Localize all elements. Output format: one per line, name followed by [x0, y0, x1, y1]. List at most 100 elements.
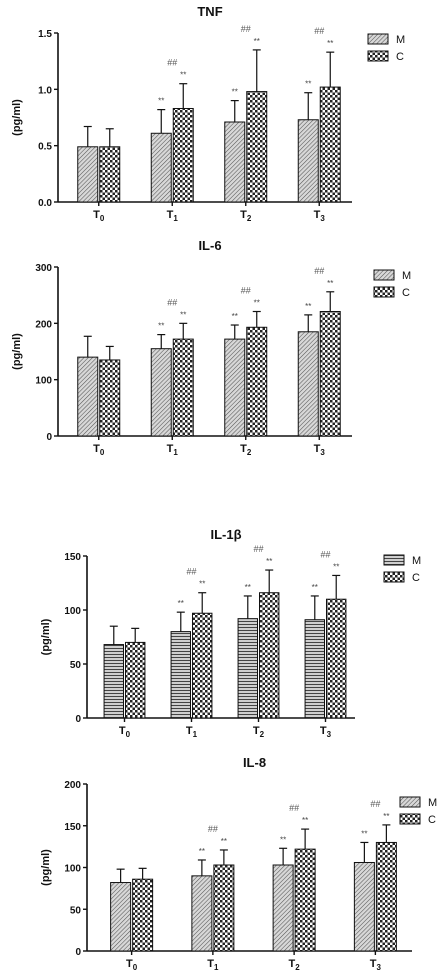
- y-tick-label: 100: [64, 606, 81, 617]
- x-tick-label: T2: [240, 209, 252, 223]
- bar-m: [150, 132, 172, 203]
- x-tick-label: T1: [167, 443, 179, 457]
- bar-c: [99, 359, 121, 437]
- bar-m: [224, 338, 246, 437]
- group-significance-marker: ##: [289, 803, 299, 813]
- bar-c: [246, 326, 268, 437]
- y-tick-label: 300: [35, 263, 52, 274]
- significance-marker: **: [305, 80, 311, 89]
- significance-marker: **: [280, 835, 286, 844]
- bar-m: [224, 121, 246, 203]
- chart-title: IL-1β: [210, 527, 241, 542]
- significance-marker: **: [254, 299, 260, 308]
- bar-m: [110, 882, 132, 952]
- chart-title: IL-8: [243, 755, 266, 770]
- y-tick-label: 1.5: [38, 29, 52, 40]
- x-tick-subscript: 2: [260, 730, 265, 739]
- y-tick-label: 50: [70, 905, 82, 916]
- x-tick-label: T2: [289, 958, 301, 972]
- bar-m: [191, 875, 213, 952]
- bar-c: [319, 311, 341, 437]
- y-tick-label: 0: [75, 947, 81, 958]
- x-tick-subscript: 0: [133, 963, 138, 972]
- bar-c: [319, 86, 341, 203]
- bar-m: [77, 146, 99, 203]
- significance-marker: **: [180, 71, 186, 80]
- legend-swatch-m: [373, 269, 395, 281]
- bar-c: [132, 878, 154, 952]
- y-tick-label: 200: [35, 319, 52, 330]
- significance-marker: **: [199, 580, 205, 589]
- x-tick-label: T3: [320, 725, 332, 739]
- x-tick-subscript: 0: [100, 448, 105, 457]
- bar-m: [170, 631, 192, 719]
- significance-marker: **: [199, 847, 205, 856]
- legend-label-c: C: [428, 814, 436, 826]
- bar-m: [353, 861, 375, 952]
- bar-m: [237, 618, 259, 719]
- y-axis-label: (pg/ml): [40, 849, 52, 886]
- bar-c: [213, 864, 235, 952]
- group-significance-marker: ##: [241, 24, 251, 34]
- x-tick-subscript: 1: [214, 963, 219, 972]
- group-significance-marker: ##: [167, 58, 177, 68]
- bar-c: [259, 592, 280, 719]
- x-tick-label: T3: [370, 958, 382, 972]
- group-significance-marker: ##: [320, 549, 330, 559]
- y-tick-label: 0: [46, 432, 52, 443]
- legend-swatch-m: [367, 33, 389, 45]
- legend-swatch-c: [399, 813, 421, 825]
- significance-marker: **: [327, 279, 333, 288]
- legend-swatch-c: [367, 50, 389, 62]
- group-significance-marker: ##: [253, 544, 263, 554]
- y-tick-label: 150: [64, 552, 81, 563]
- bar-c: [172, 338, 194, 437]
- bar-c: [294, 848, 316, 952]
- x-tick-label: T0: [93, 443, 105, 457]
- y-tick-label: 100: [35, 376, 52, 387]
- y-tick-label: 0: [75, 714, 81, 725]
- significance-marker: **: [180, 310, 186, 319]
- group-significance-marker: ##: [314, 266, 324, 276]
- significance-marker: **: [333, 562, 339, 571]
- significance-marker: **: [254, 37, 260, 46]
- significance-marker: **: [232, 88, 238, 97]
- x-tick-label: T3: [314, 443, 326, 457]
- legend-swatch-m: [399, 796, 421, 808]
- chart-title: IL-6: [198, 238, 221, 253]
- y-axis-label: (pg/ml): [11, 99, 23, 136]
- legend-label-c: C: [412, 572, 420, 584]
- significance-marker: **: [158, 97, 164, 106]
- bar-c: [326, 598, 347, 719]
- bar-c: [192, 612, 213, 719]
- chart-title: TNF: [197, 4, 222, 19]
- x-tick-label: T2: [240, 443, 252, 457]
- significance-marker: **: [327, 39, 333, 48]
- legend-swatch-m: [383, 554, 405, 566]
- x-tick-subscript: 2: [295, 963, 300, 972]
- legend-label-m: M: [396, 34, 405, 46]
- significance-marker: **: [266, 557, 272, 566]
- bar-c: [99, 146, 121, 203]
- y-axis-label: (pg/ml): [40, 618, 52, 655]
- legend-label-c: C: [402, 287, 410, 299]
- y-axis-label: (pg/ml): [11, 333, 23, 370]
- significance-marker: **: [178, 599, 184, 608]
- bar-m: [272, 864, 294, 952]
- y-tick-label: 50: [70, 660, 82, 671]
- x-tick-subscript: 3: [320, 448, 325, 457]
- group-significance-marker: ##: [370, 799, 380, 809]
- x-tick-label: T0: [126, 958, 138, 972]
- y-tick-label: 1.0: [38, 85, 52, 96]
- x-tick-subscript: 0: [100, 214, 105, 223]
- x-tick-subscript: 0: [126, 730, 131, 739]
- bar-c: [172, 107, 194, 203]
- y-tick-label: 100: [64, 864, 81, 875]
- y-tick-label: 150: [64, 822, 81, 833]
- legend-label-m: M: [402, 270, 411, 282]
- bar-m: [297, 119, 319, 203]
